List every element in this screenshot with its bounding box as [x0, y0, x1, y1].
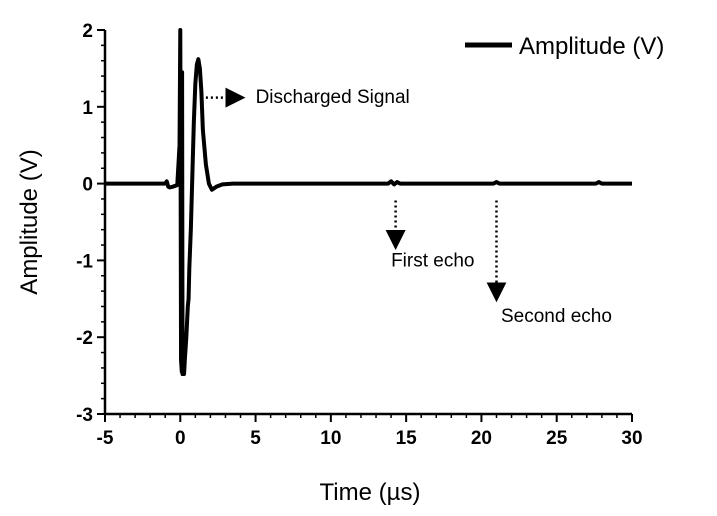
y-axis-title: Amplitude (V) [16, 149, 43, 294]
x-tick-label: 0 [175, 428, 186, 449]
x-tick-label: 15 [396, 428, 418, 449]
y-tick-label: 0 [82, 175, 93, 196]
ticks: -5 0 5 10 15 20 25 30 -3 -2 -1 0 1 2 [76, 21, 642, 449]
annotation-text: Discharged Signal [256, 87, 410, 108]
x-tick-label: 20 [471, 428, 492, 449]
legend: Amplitude (V) [465, 33, 664, 60]
series-line [105, 28, 632, 377]
annotation-text: Second echo [501, 306, 612, 327]
y-tick-label: -3 [76, 405, 93, 426]
x-axis-title: Time (µs) [320, 479, 421, 506]
annotation-text: First echo [391, 251, 474, 272]
x-tick-label: 25 [546, 428, 568, 449]
annotations: Discharged Signal First echo Second echo [205, 87, 612, 327]
y-tick-label: 2 [82, 21, 93, 42]
plot-area [105, 28, 632, 377]
x-tick-label: 5 [250, 428, 261, 449]
y-tick-label: 1 [82, 98, 93, 119]
x-tick-label: -5 [97, 428, 114, 449]
axes [103, 30, 632, 416]
y-tick-label: -2 [76, 328, 93, 349]
legend-label: Amplitude (V) [519, 33, 664, 60]
y-tick-label: -1 [76, 251, 93, 272]
x-tick-label: 30 [621, 428, 642, 449]
x-tick-label: 10 [320, 428, 341, 449]
